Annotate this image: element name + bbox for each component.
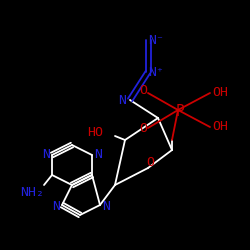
Text: P: P: [176, 104, 184, 120]
Text: N: N: [42, 148, 50, 162]
Text: O: O: [139, 84, 147, 98]
Text: N⁺: N⁺: [148, 66, 164, 78]
Text: N: N: [118, 94, 126, 106]
Text: O: O: [139, 122, 147, 134]
Text: HO: HO: [87, 126, 103, 138]
Text: N⁻: N⁻: [148, 34, 164, 46]
Text: OH: OH: [212, 120, 228, 134]
Text: OH: OH: [212, 86, 228, 100]
Text: N: N: [94, 148, 102, 162]
Text: NH₂: NH₂: [20, 186, 44, 200]
Text: N: N: [52, 200, 60, 213]
Text: O: O: [146, 156, 154, 170]
Text: N: N: [102, 200, 110, 213]
